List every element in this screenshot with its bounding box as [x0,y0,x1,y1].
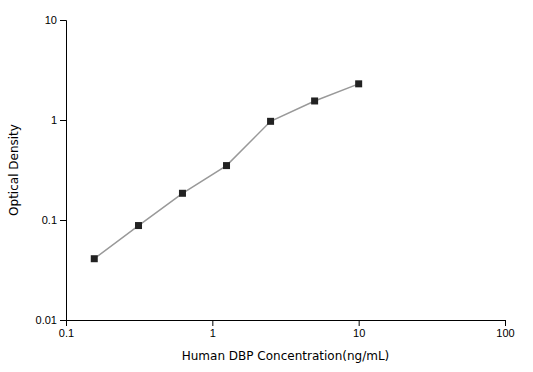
y-tick-label: 0.01 [36,314,57,326]
y-tick-label: 1 [51,114,57,126]
y-tick-mark [60,20,66,21]
point [223,162,230,169]
y-tick: 1 [51,114,66,126]
y-axis-title: Optical Density [7,124,21,216]
x-tick-mark [505,320,506,326]
x-tick-mark [212,320,213,326]
y-tick-label: 0.1 [42,214,57,226]
y-tick-label: 10 [45,14,57,26]
chart: 0.11101000.010.1110Human DBP Concentrati… [0,0,533,372]
point [135,222,142,229]
x-tick: 1 [210,320,216,339]
y-tick: 0.1 [42,214,66,226]
y-axis-line [60,21,67,321]
x-tick-label: 0.1 [59,327,74,339]
x-axis: 0.1 1 10 100 [59,320,515,339]
x-tick-label: 100 [496,327,514,339]
y-axis: 0.01 0.1 1 10 [36,14,67,326]
x-tick-label: 1 [210,327,216,339]
x-tick: 10 [353,320,365,339]
x-tick: 0.1 [59,320,74,339]
x-tick-label: 10 [353,327,365,339]
y-tick: 10 [45,14,66,26]
line [94,84,358,259]
point [267,118,274,125]
x-tick-mark [359,320,360,326]
plot: 0.11101000.010.1110Human DBP Concentrati… [7,14,515,363]
y-tick-mark [60,220,66,221]
point [91,255,98,262]
series [91,80,362,262]
y-tick-mark [60,320,66,321]
x-tick: 100 [496,320,514,339]
x-axis-title: Human DBP Concentration(ng/mL) [182,349,390,363]
point [179,190,186,197]
y-tick-mark [60,120,66,121]
point [355,80,362,87]
x-axis-line [67,321,506,327]
point [311,97,318,104]
y-tick: 0.01 [36,314,66,326]
